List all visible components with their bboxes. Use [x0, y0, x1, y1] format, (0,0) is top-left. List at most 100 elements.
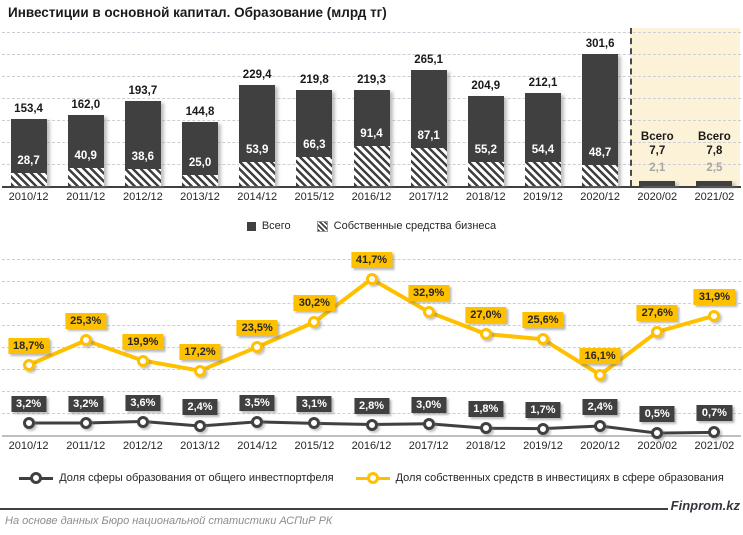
data-point-marker: [651, 325, 664, 338]
line-chart-legend: Доля сферы образования от общего инвестп…: [0, 472, 743, 484]
x-axis-tick-label: 2011/12: [66, 440, 106, 452]
highlight-own-funds-label: 2,5: [706, 162, 723, 174]
data-point-marker: [479, 422, 492, 435]
highlight-total-prefix: Всего: [640, 131, 674, 143]
gridline: [2, 76, 741, 78]
bar: [467, 96, 504, 186]
data-point-marker: [79, 417, 92, 430]
x-axis-tick-label: 2013/12: [180, 440, 220, 452]
data-point-marker: [536, 422, 549, 435]
chart-title: Инвестиции в основной капитал. Образован…: [8, 5, 387, 20]
bar: [239, 85, 276, 186]
x-axis-tick-label: 2020/12: [580, 440, 620, 452]
gridline: [2, 325, 741, 326]
data-point-marker: [79, 334, 92, 347]
x-axis-tick-label: 2020/12: [580, 191, 620, 203]
bar-total-label: 219,3: [357, 73, 386, 86]
data-point-label: 1,8%: [468, 401, 504, 418]
bar: [182, 122, 219, 186]
x-axis-tick-label: 2016/12: [351, 191, 392, 203]
bar-own-funds-label: 54,4: [531, 144, 555, 157]
highlight-total-label: Всего 7,7: [641, 130, 674, 158]
x-axis-line: [2, 435, 741, 437]
bar-own-funds-label: 87,1: [417, 129, 440, 142]
legend-own-funds-label: Собственные средства бизнеса: [333, 220, 497, 232]
legend-total-label: Всего: [261, 220, 291, 232]
x-axis-tick-label: 2014/12: [237, 191, 278, 203]
source-note: На основе данных Бюро национальной стати…: [5, 515, 333, 527]
x-axis-tick-label: 2021/02: [694, 191, 735, 203]
bar-own-funds-label: 55,2: [474, 143, 497, 156]
data-point-marker: [708, 309, 721, 322]
data-point-label: 3,2%: [68, 396, 104, 413]
legend-item-own-funds-share: Доля собственных средств в инвестициях в…: [355, 472, 724, 484]
data-point-marker: [194, 420, 207, 433]
x-axis-tick-label: 2015/12: [294, 440, 335, 452]
legend-own-funds-swatch-icon: [316, 220, 328, 232]
x-axis-tick-label: 2018/12: [465, 191, 506, 203]
bar-own-funds-segment: [182, 175, 219, 186]
legend-yellow-line-icon: [355, 472, 390, 484]
data-point-label: 3,6%: [125, 394, 161, 411]
bar-own-funds-segment: [296, 156, 333, 186]
data-point-marker: [136, 415, 149, 428]
bar-total-label: 301,6: [585, 37, 615, 50]
x-axis-tick-label: 2019/12: [523, 440, 563, 452]
bar-own-funds-segment: [467, 161, 504, 186]
x-axis-tick-label: 2021/02: [694, 440, 735, 452]
data-point-label: 25,3%: [65, 313, 107, 330]
legend-item-total: Всего: [246, 220, 291, 232]
data-point-label: 0,5%: [639, 406, 675, 423]
data-point-marker: [422, 305, 435, 318]
bar-total-label: 265,1: [414, 53, 444, 66]
footer-divider: [0, 508, 668, 510]
bar-own-funds-segment: [410, 147, 447, 186]
gridline: [2, 303, 741, 304]
data-point-label: 1,7%: [525, 401, 561, 418]
bar-own-funds-segment: [67, 168, 104, 186]
data-point-marker: [136, 354, 149, 367]
bar-own-funds-label: 38,6: [131, 151, 155, 164]
data-point-marker: [651, 427, 664, 440]
x-axis-tick-label: 2016/12: [351, 440, 392, 452]
x-axis-tick-label: 2010/12: [8, 440, 49, 452]
data-point-label: 41,7%: [350, 252, 393, 269]
bar-own-funds-label: 48,7: [588, 146, 612, 159]
data-point-label: 19,9%: [122, 333, 164, 350]
bar: [582, 53, 619, 186]
data-point-label: 23,5%: [236, 320, 278, 337]
bar-own-funds-segment: [239, 162, 276, 186]
bar-total-label: 144,8: [185, 106, 215, 119]
bar: [353, 89, 390, 186]
bar-total-label: 193,7: [128, 84, 158, 97]
data-point-marker: [308, 316, 321, 329]
x-axis-tick-label: 2013/12: [180, 191, 220, 203]
bar-own-funds-segment: [582, 164, 619, 186]
highlight-separator-line: [629, 28, 632, 186]
x-axis-tick-label: 2014/12: [237, 440, 278, 452]
bar: [10, 118, 47, 186]
data-point-label: 2,4%: [182, 399, 218, 416]
data-point-label: 3,5%: [239, 394, 275, 411]
bar-own-funds-segment: [10, 173, 47, 186]
x-axis-line: [2, 186, 741, 188]
data-point-marker: [365, 418, 378, 431]
bar-total-label: 219,8: [299, 73, 329, 86]
bar-chart-legend: Всего Собственные средства бизнеса: [0, 220, 743, 232]
x-axis-tick-label: 2011/12: [66, 191, 106, 203]
bar: [67, 114, 104, 186]
x-axis-tick-label: 2012/12: [122, 440, 163, 452]
bar-own-funds-segment: [353, 145, 390, 186]
legend-own-funds-share-label: Доля собственных средств в инвестициях в…: [395, 472, 724, 484]
bar: [639, 181, 676, 186]
legend-item-education-share: Доля сферы образования от общего инвестп…: [19, 472, 334, 484]
data-point-label: 17,2%: [179, 343, 221, 360]
data-point-marker: [22, 359, 35, 372]
legend-dark-line-icon: [19, 472, 54, 484]
gridline: [2, 369, 741, 370]
x-axis-tick-label: 2019/12: [523, 191, 563, 203]
data-point-label: 2,8%: [353, 397, 390, 414]
data-point-label: 25,6%: [522, 312, 564, 329]
data-point-label: 2,4%: [582, 399, 618, 416]
data-point-marker: [594, 368, 607, 381]
